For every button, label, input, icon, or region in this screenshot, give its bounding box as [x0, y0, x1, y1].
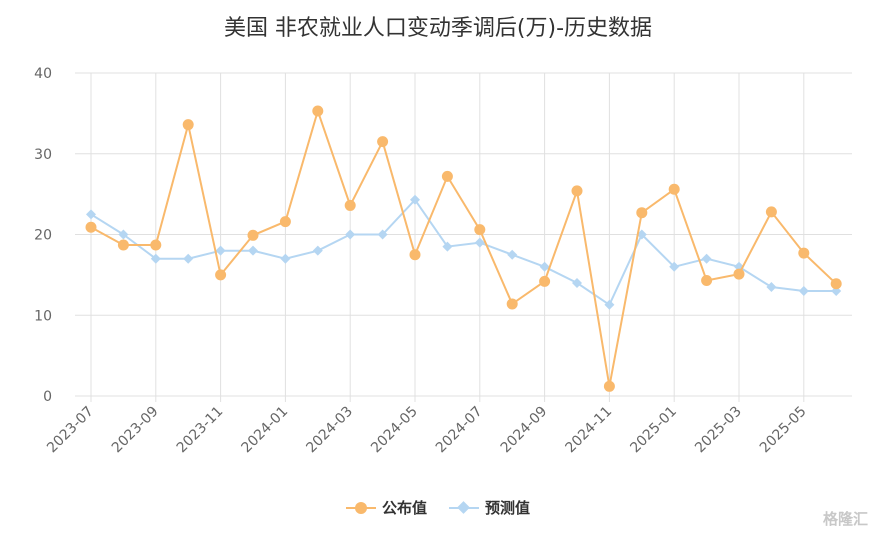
data-point-1: [669, 261, 680, 272]
data-point-1: [572, 277, 582, 288]
data-point-0: [247, 229, 259, 241]
data-point-1: [377, 229, 388, 240]
watermark-logo: 格隆汇: [822, 510, 868, 528]
legend-swatch-forecast: [449, 500, 479, 514]
data-point-0: [377, 136, 389, 148]
data-point-0: [636, 207, 648, 219]
series-line-0: [90, 107, 837, 387]
x-tick-label: 2024-07: [433, 404, 486, 457]
legend-item-published[interactable]: 公布值: [345, 497, 427, 518]
data-point-1: [766, 281, 777, 292]
data-point-0: [539, 275, 551, 287]
data-point-1: [701, 253, 712, 264]
data-point-0: [506, 298, 518, 310]
x-tick-label: 2025-03: [692, 404, 745, 457]
x-tick-label: 2024-09: [498, 404, 551, 457]
chart-title: 美国 非农就业人口变动季调后(万)-历史数据: [223, 16, 653, 41]
data-point-1: [215, 245, 226, 256]
data-point-0: [441, 170, 453, 182]
data-point-0: [279, 216, 291, 228]
y-tick-label: 20: [34, 228, 52, 244]
x-tick-label: 2025-01: [627, 404, 680, 457]
data-point-0: [117, 239, 129, 251]
data-point-1: [798, 286, 809, 297]
data-point-1: [312, 245, 323, 256]
data-point-0: [733, 268, 745, 280]
data-point-0: [830, 278, 842, 290]
data-point-1: [183, 253, 194, 264]
data-point-1: [86, 209, 96, 220]
legend-label-published: 公布值: [381, 499, 427, 517]
data-point-0: [312, 105, 324, 117]
data-point-0: [409, 249, 421, 261]
data-point-0: [668, 183, 680, 195]
data-point-0: [182, 119, 194, 131]
x-tick-label: 2023-09: [109, 404, 162, 457]
legend: 公布值 预测值: [0, 497, 876, 518]
data-point-1: [604, 299, 615, 310]
data-point-1: [507, 249, 518, 260]
x-tick-label: 2024-05: [368, 404, 421, 457]
data-point-0: [765, 206, 777, 218]
y-tick-label: 30: [34, 147, 52, 163]
data-point-1: [539, 261, 550, 272]
data-point-1: [248, 245, 258, 256]
data-point-0: [474, 224, 486, 236]
data-point-1: [345, 229, 356, 240]
data-point-0: [344, 199, 356, 211]
y-tick-label: 0: [43, 389, 52, 405]
x-tick-label: 2023-07: [44, 404, 97, 457]
x-tick-label: 2024-11: [563, 404, 616, 457]
x-tick-label: 2023-11: [174, 404, 227, 457]
data-point-0: [215, 269, 227, 281]
data-point-1: [150, 253, 161, 264]
data-point-0: [701, 275, 713, 287]
legend-swatch-published: [345, 501, 376, 514]
data-point-0: [571, 185, 583, 197]
data-point-0: [85, 221, 97, 233]
data-point-1: [118, 229, 129, 240]
data-point-0: [603, 380, 615, 392]
x-tick-label: 2024-01: [239, 404, 292, 457]
series-line-1: [90, 198, 837, 307]
data-point-1: [636, 229, 647, 240]
x-tick-label: 2024-03: [303, 404, 356, 457]
data-point-1: [410, 194, 420, 205]
y-tick-label: 40: [34, 66, 52, 82]
x-tick-label: 2025-05: [757, 404, 810, 457]
data-point-0: [798, 247, 810, 259]
data-point-0: [150, 239, 162, 251]
data-point-1: [280, 253, 291, 264]
data-point-1: [474, 237, 485, 248]
legend-item-forecast[interactable]: 预测值: [449, 497, 530, 518]
y-tick-label: 10: [34, 308, 52, 324]
data-point-1: [442, 241, 453, 252]
legend-label-forecast: 预测值: [485, 499, 531, 517]
